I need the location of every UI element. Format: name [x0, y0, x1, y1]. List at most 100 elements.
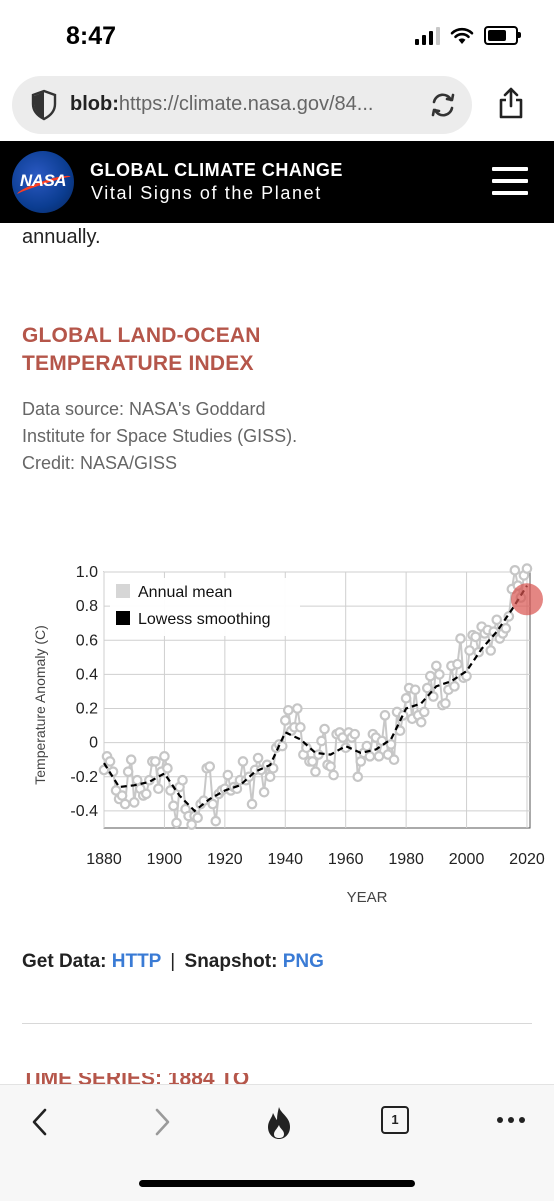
annual-mean-point	[385, 739, 397, 750]
site-title[interactable]: GLOBAL CLIMATE CHANGE	[90, 160, 343, 180]
nasa-logo[interactable]: NASA	[12, 151, 74, 213]
annual-mean-point	[461, 670, 472, 682]
lowess-smoothing-line	[103, 585, 528, 813]
annual-mean-point	[252, 752, 264, 764]
shield-icon[interactable]	[30, 89, 58, 121]
tabs-button[interactable]: 1	[381, 1106, 409, 1134]
y-tick-label: 0.4	[76, 666, 98, 683]
back-icon[interactable]	[28, 1107, 52, 1137]
fire-icon[interactable]	[264, 1105, 294, 1141]
annual-mean-point	[204, 761, 216, 772]
annual-mean-point	[424, 670, 436, 682]
annual-mean-point	[116, 790, 128, 801]
annual-mean-point	[319, 723, 330, 735]
more-options-icon[interactable]	[496, 1116, 526, 1124]
annual-mean-point	[177, 774, 188, 786]
chart-svg: 1880 1900 1920 1940 1960 1980 2000 2020 1.0 0.8 0.…	[32, 563, 545, 906]
annual-mean-point	[455, 633, 466, 644]
annual-mean-point	[140, 788, 152, 800]
annual-mean-point	[428, 691, 439, 702]
status-bar: 8:47	[0, 0, 554, 70]
site-subtitle: Vital Signs of the Planet	[91, 183, 322, 203]
annual-mean-point	[379, 710, 391, 721]
annual-mean-point	[364, 751, 376, 762]
annual-mean-point	[192, 812, 203, 824]
x-tick-label: 1980	[388, 851, 424, 868]
chart-legend: Annual mean Lowess smoothing	[110, 578, 300, 636]
annual-mean-point	[316, 735, 327, 747]
section-divider	[22, 1023, 532, 1024]
wifi-icon	[450, 27, 474, 44]
annual-mean-point	[431, 660, 442, 672]
annual-mean-point	[159, 751, 170, 762]
annual-mean-point	[282, 704, 294, 716]
annual-mean-point	[352, 771, 364, 783]
battery-icon	[484, 26, 521, 45]
annual-mean-point	[131, 774, 143, 786]
home-indicator	[139, 1180, 415, 1187]
url-text[interactable]: blob:https://climate.nasa.gov/84...	[70, 93, 420, 116]
annual-mean-point	[222, 769, 234, 781]
legend-background	[110, 578, 300, 636]
annual-mean-point	[264, 771, 276, 783]
annual-mean-point	[521, 563, 533, 574]
y-axis-title: Temperature Anomaly (C)	[32, 625, 48, 785]
annual-mean-point	[449, 681, 460, 692]
annual-mean-point	[434, 669, 445, 680]
annual-mean-point	[292, 703, 303, 714]
nasa-logo-text: NASA	[19, 171, 67, 190]
status-icons	[415, 26, 521, 45]
annual-mean-point	[373, 751, 385, 762]
url-rest: https://climate.nasa.gov/84...	[118, 93, 374, 115]
separator: |	[170, 951, 176, 972]
annual-mean-point	[122, 766, 134, 777]
annual-mean-point	[349, 728, 361, 740]
cellular-signal-icon	[415, 26, 440, 45]
annual-mean-point	[509, 564, 521, 576]
get-data-label: Get Data:	[22, 951, 107, 972]
annual-mean-point	[168, 800, 179, 812]
annual-mean-point	[485, 645, 497, 656]
annual-mean-point	[325, 761, 336, 772]
y-tick-label: 0.2	[76, 701, 98, 718]
annual-mean-point	[210, 815, 222, 827]
annual-mean-point	[388, 754, 400, 766]
annual-mean-point	[267, 762, 279, 774]
annual-mean-point	[119, 798, 131, 810]
tab-count: 1	[391, 1112, 399, 1127]
annual-mean-point	[452, 658, 463, 670]
annual-mean-point	[128, 797, 140, 808]
annual-mean-point	[162, 762, 173, 774]
annual-mean-point	[104, 756, 116, 767]
snapshot-label: Snapshot:	[184, 951, 278, 972]
annual-mean-point	[279, 715, 291, 726]
hamburger-menu-icon[interactable]	[492, 167, 528, 203]
address-bar[interactable]: blob:https://climate.nasa.gov/84...	[12, 76, 472, 134]
http-link[interactable]: HTTP	[111, 951, 162, 972]
share-icon[interactable]	[496, 86, 526, 120]
forward-icon[interactable]	[150, 1107, 174, 1137]
annual-mean-point	[361, 740, 373, 752]
x-tick-label: 1920	[207, 851, 243, 868]
legend-label-lowess: Lowess smoothing	[138, 611, 271, 628]
status-time: 8:47	[66, 22, 117, 50]
annual-mean-point	[295, 722, 306, 733]
annual-mean-point	[237, 756, 249, 767]
y-tick-label: 0.8	[76, 598, 98, 615]
annual-mean-point	[491, 614, 503, 626]
png-link[interactable]: PNG	[282, 951, 324, 972]
annual-mean-point	[400, 692, 412, 704]
x-axis-title: YEAR	[347, 889, 388, 906]
x-tick-label: 2000	[449, 851, 485, 868]
reload-icon[interactable]	[428, 90, 458, 120]
x-tick-label: 1900	[147, 851, 183, 868]
next-section-title: TIME SERIES: 1884 TO	[22, 1073, 250, 1085]
annual-mean-point	[246, 798, 258, 810]
annual-mean-point	[464, 645, 475, 656]
x-tick-label: 2020	[509, 851, 545, 868]
legend-label-annual-mean: Annual mean	[138, 584, 232, 601]
x-tick-label: 1960	[328, 851, 364, 868]
annual-mean-point	[355, 756, 367, 767]
section-title: GLOBAL LAND-OCEAN TEMPERATURE INDEX	[22, 324, 261, 375]
annual-mean-point	[415, 716, 427, 728]
